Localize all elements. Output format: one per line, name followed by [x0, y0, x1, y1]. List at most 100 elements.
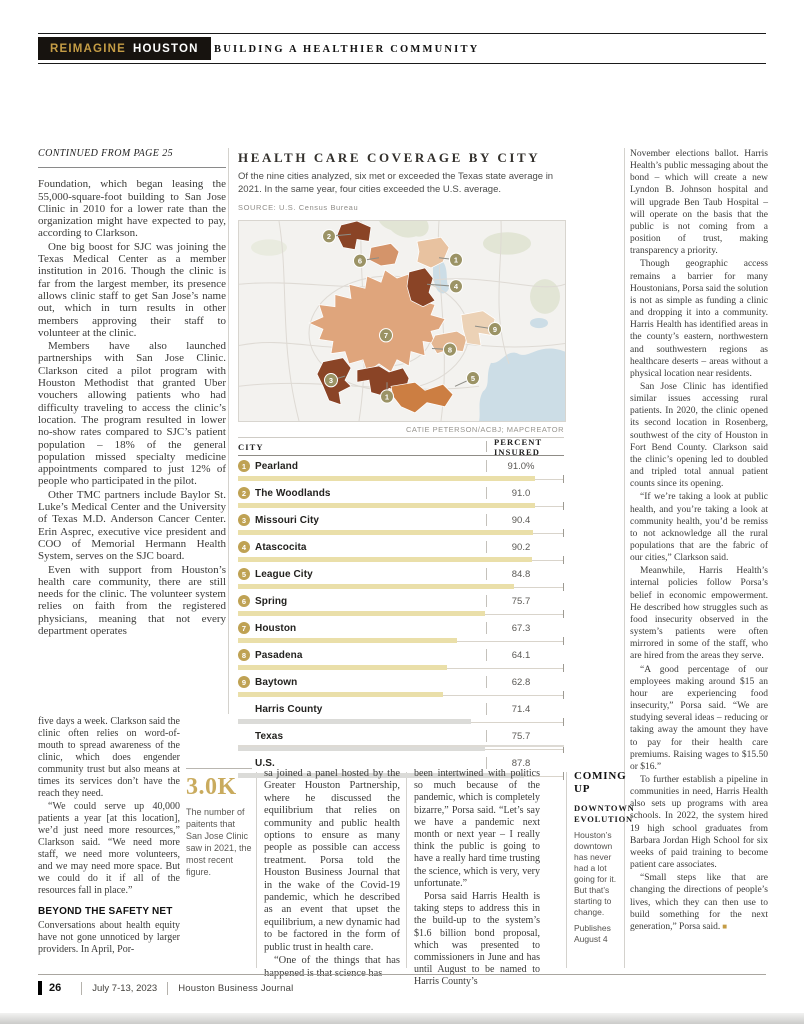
- header-tick: [486, 441, 487, 452]
- scale-end-tick: [563, 718, 564, 726]
- page-bottom-edge: [0, 1013, 804, 1024]
- value-tick: [486, 730, 487, 742]
- percent-bar: [238, 476, 535, 481]
- coverage-table: CITY PERCENT INSURED 1 Pearland 91.0% 2 …: [238, 437, 564, 780]
- rank-badge: 2: [238, 487, 250, 499]
- column-divider: [406, 772, 407, 968]
- svg-text:2: 2: [327, 232, 331, 241]
- table-row-name-line: 3 Missouri City 90.4: [238, 513, 564, 527]
- bar-row: [238, 555, 564, 564]
- map-park: [379, 221, 429, 238]
- scale-end-tick: [563, 583, 564, 591]
- percent-bar: [238, 611, 485, 616]
- chart-source: SOURCE: U.S. Census Bureau: [238, 203, 359, 212]
- bar-row: [238, 528, 564, 537]
- stat-caption: The number of paitents that San Jose Cli…: [186, 807, 252, 877]
- value-tick: [486, 568, 487, 580]
- article-paragraph: five days a week. Clarkson said the clin…: [38, 716, 180, 799]
- percent-bar: [238, 557, 533, 562]
- stat-callout: 3.0K The number of paitents that San Jos…: [186, 768, 252, 878]
- map-region-the-woodlands: [336, 220, 372, 250]
- bar-row: [238, 474, 564, 483]
- coming-up-publishes: Publishes August 4: [574, 923, 611, 944]
- map-water-galveston-bay: [479, 348, 565, 421]
- svg-text:4: 4: [454, 282, 459, 291]
- coverage-map: 2 6 1 4 7 9 8 3 1 5: [238, 220, 566, 422]
- map-marker-6: 6: [353, 253, 380, 268]
- bar-row: [238, 501, 564, 510]
- percent-insured-value: 71.4: [511, 703, 531, 715]
- table-header-city: CITY: [238, 441, 264, 452]
- map-marker-5: 5: [454, 370, 480, 387]
- article-column-c: been intertwined with politics so much b…: [414, 768, 540, 990]
- bar-row: [238, 744, 564, 753]
- table-row: 8 Pasadena 64.1: [238, 648, 564, 672]
- map-region-league-city: [390, 381, 454, 414]
- value-tick: [486, 541, 487, 553]
- rank-badge: 5: [238, 568, 250, 580]
- city-name: Pasadena: [255, 649, 303, 661]
- article-paragraph: To further establish a pipeline in commu…: [630, 774, 768, 871]
- rank-badge: 4: [238, 541, 250, 553]
- column-divider: [624, 148, 625, 968]
- scale-end-tick: [563, 745, 564, 753]
- svg-text:7: 7: [384, 331, 388, 340]
- article-column-right: November elections ballot. Harris Health…: [630, 148, 768, 934]
- table-row-name-line: 8 Pasadena 64.1: [238, 648, 564, 662]
- coming-up-section: COMING UP DOWNTOWN EVOLUTION Houston’s d…: [574, 770, 634, 945]
- article-paragraph: Meanwhile, Harris Health’s internal poli…: [630, 566, 768, 662]
- coverage-map-svg: 2 6 1 4 7 9 8 3 1 5: [238, 220, 566, 422]
- chart-subtitle: Of the nine cities analyzed, six met or …: [238, 171, 554, 195]
- map-regions: [308, 220, 496, 414]
- table-row: 4 Atascocita 90.2: [238, 540, 564, 564]
- article-paragraph: “If we’re taking a look at public health…: [630, 492, 768, 564]
- footer-separator: [81, 981, 83, 995]
- table-row-name-line: Harris County 71.4: [238, 702, 564, 716]
- table-row: Texas 75.7: [238, 729, 564, 753]
- table-row: 9 Baytown 62.8: [238, 675, 564, 699]
- footer-date: July 7-13, 2023: [92, 982, 158, 994]
- value-tick: [486, 622, 487, 634]
- bar-row: [238, 609, 564, 618]
- percent-bar: [238, 584, 515, 589]
- svg-text:1: 1: [385, 392, 389, 401]
- rank-badge: 8: [238, 649, 250, 661]
- table-row: 7 Houston 67.3: [238, 621, 564, 645]
- masthead-top-rule: [38, 33, 766, 34]
- table-row-name-line: Texas 75.7: [238, 729, 564, 743]
- value-tick: [486, 676, 487, 688]
- article-paragraph: Members have also launched partnerships …: [38, 340, 226, 488]
- map-marker-1: 1: [380, 382, 394, 404]
- masthead-tagline: BUILDING A HEALTHIER COMMUNITY: [214, 44, 480, 55]
- city-name: Pearland: [255, 460, 299, 472]
- city-name: Texas: [255, 730, 284, 742]
- scale-end-tick: [563, 610, 564, 618]
- percent-bar: [238, 530, 533, 535]
- map-park: [530, 279, 560, 314]
- continued-from-label: CONTINUED FROM PAGE 25: [38, 148, 226, 169]
- coverage-table-header: CITY PERCENT INSURED: [238, 437, 564, 457]
- bar-row: [238, 663, 564, 672]
- article-paragraph: been intertwined with politics so much b…: [414, 768, 540, 889]
- value-tick: [486, 514, 487, 526]
- table-row-name-line: U.S. 87.8: [238, 756, 564, 770]
- stat-value: 3.0K: [186, 774, 237, 800]
- rank-badge: 6: [238, 595, 250, 607]
- footer-separator: [167, 981, 169, 995]
- percent-insured-value: 87.8: [511, 757, 531, 769]
- map-marker-3: 3: [324, 373, 346, 388]
- badge-reimagine-text: REIMAGINE: [50, 42, 126, 55]
- table-row: Harris County 71.4: [238, 702, 564, 726]
- city-name: Atascocita: [255, 541, 307, 553]
- article-paragraph: San Jose Clinic has identified similar i…: [630, 381, 768, 490]
- table-row: 6 Spring 75.7: [238, 594, 564, 618]
- percent-insured-value: 91.0: [511, 487, 531, 499]
- map-marker-4: 4: [426, 279, 463, 294]
- article-column-left-bottom: five days a week. Clarkson said the clin…: [38, 716, 180, 957]
- map-marker-9: 9: [474, 322, 502, 337]
- value-tick: [486, 460, 487, 472]
- city-name: U.S.: [255, 757, 275, 769]
- city-name: Spring: [255, 595, 288, 607]
- bar-row: [238, 771, 564, 780]
